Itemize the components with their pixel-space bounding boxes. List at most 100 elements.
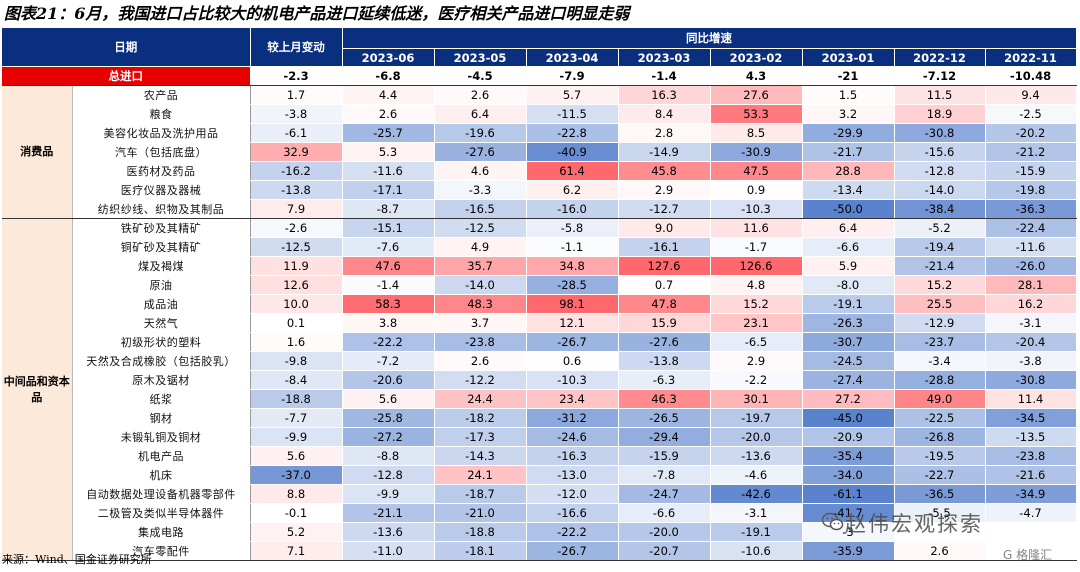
value-cell: -19.1 — [710, 522, 803, 542]
value-cell: 3.7 — [434, 313, 527, 333]
value-cell: 8.4 — [618, 104, 711, 124]
value-cell: -30.9 — [710, 142, 803, 162]
value-cell: -24.5 — [802, 351, 895, 371]
value-cell: -15.6 — [894, 142, 986, 162]
month-header: 2023-06 — [342, 48, 435, 67]
value-cell: 27.2 — [802, 389, 895, 409]
value-cell: 5.9 — [802, 256, 895, 276]
value-cell: 9.0 — [618, 218, 711, 238]
value-cell: 10.0 — [250, 294, 343, 314]
value-cell: -25.7 — [342, 123, 435, 143]
value-cell: 4.9 — [434, 237, 527, 257]
value-cell: -6.1 — [250, 123, 343, 143]
chart-title: 图表21：6月，我国进口占比较大的机电产品进口延续低迷，医疗相关产品进口明显走弱 — [4, 4, 630, 23]
value-cell: -11.6 — [985, 237, 1077, 257]
value-cell: -26.8 — [894, 427, 986, 447]
value-cell: 46.3 — [618, 389, 711, 409]
table-row: 钢材 -7.7 -25.8 -18.2 -31.2 -26.5 -19.7 -45.0 -22.… — [2, 408, 1077, 428]
value-cell: -15.1 — [342, 218, 435, 238]
value-cell: 3.2 — [802, 104, 895, 124]
value-cell: 98.1 — [526, 294, 619, 314]
value-cell: 11.6 — [710, 218, 803, 238]
row-label: 机电产品 — [72, 446, 251, 466]
value-cell: -20.4 — [985, 332, 1077, 352]
value-cell: -10.6 — [710, 541, 803, 561]
value-cell: -20.6 — [342, 370, 435, 390]
table-row: 原油 12.6 -1.4 -14.0 -28.5 0.7 4.8 -8.0 15.2 28.1 — [2, 275, 1077, 295]
value-cell: -12.7 — [618, 199, 711, 219]
row-label: 铜矿砂及其精矿 — [72, 237, 251, 257]
value-cell: 15.2 — [710, 294, 803, 314]
value-cell: -20.7 — [618, 541, 711, 561]
value-cell: -22.2 — [342, 332, 435, 352]
value-cell: -14.9 — [618, 142, 711, 162]
value-cell: 15.9 — [618, 313, 711, 333]
table-row: 铜矿砂及其精矿 -12.5 -7.6 4.9 -1.1 -16.1 -1.7 -6.6 -19.… — [2, 237, 1077, 257]
value-cell: -12.8 — [342, 465, 435, 485]
header-row-1: 日期 较上月变动 同比增速 — [2, 28, 1077, 67]
value-cell: -14.0 — [434, 275, 527, 295]
value-cell: -16.0 — [526, 199, 619, 219]
value-cell: 12.1 — [526, 313, 619, 333]
value-cell: -34.0 — [802, 465, 895, 485]
table-row: 医药材及药品 -16.2 -11.6 4.6 61.4 45.8 47.5 28.8 -12.8… — [2, 161, 1077, 181]
value-cell: -5.8 — [526, 218, 619, 238]
value-cell: -21.0 — [434, 503, 527, 523]
value-cell: -3.8 — [250, 104, 343, 124]
total-label: 总进口 — [2, 66, 251, 86]
value-cell: -40.9 — [526, 142, 619, 162]
value-cell: -18.8 — [434, 522, 527, 542]
value-cell: -0.1 — [250, 503, 343, 523]
value-cell: 2.6 — [434, 85, 527, 105]
value-cell: -1.7 — [710, 237, 803, 257]
value-cell: 127.6 — [618, 256, 711, 276]
month-header: 2023-05 — [434, 48, 527, 67]
value-cell: -26.7 — [526, 332, 619, 352]
value-cell: -8.0 — [802, 275, 895, 295]
value-cell: 2.9 — [710, 351, 803, 371]
value-cell: -12.8 — [894, 161, 986, 181]
value-cell: -26.5 — [618, 408, 711, 428]
value-cell: -19.7 — [710, 408, 803, 428]
yoy-header: 同比增速 — [342, 28, 1077, 49]
wechat-icon — [822, 512, 844, 531]
value-cell: -22.7 — [894, 465, 986, 485]
table-row: 纸浆 -18.8 5.6 24.4 23.4 46.3 30.1 27.2 49.0 11.4 — [2, 389, 1077, 409]
value-cell: 28.8 — [802, 161, 895, 181]
value-cell: -25.8 — [342, 408, 435, 428]
value-cell: -24.6 — [526, 427, 619, 447]
value-cell: -9.9 — [250, 427, 343, 447]
value-cell: 35.7 — [434, 256, 527, 276]
value-cell: 8.5 — [710, 123, 803, 143]
value-cell: -20.2 — [985, 123, 1077, 143]
value-cell: -16.2 — [250, 161, 343, 181]
value-cell: 0.9 — [710, 180, 803, 200]
value-cell: 12.6 — [250, 275, 343, 295]
value-cell: -42.6 — [710, 484, 803, 504]
value-cell: -1.1 — [526, 237, 619, 257]
value-cell: -18.2 — [434, 408, 527, 428]
row-label: 机床 — [72, 465, 251, 485]
value-cell: 5.3 — [342, 142, 435, 162]
value-cell: 1.7 — [250, 85, 343, 105]
value-cell: -45.0 — [802, 408, 895, 428]
value-cell: -26.7 — [526, 541, 619, 561]
value-cell: 47.6 — [342, 256, 435, 276]
table-body: 总进口 -2.3 -6.8 -4.5 -7.9 -1.4 4.3 -21 -7.12 -10.48… — [2, 66, 1077, 561]
value-cell: -7.6 — [342, 237, 435, 257]
value-cell: -3.1 — [985, 313, 1077, 333]
value-cell: -36.3 — [985, 199, 1077, 219]
value-cell: -34.5 — [985, 408, 1077, 428]
table-row: 中间品和资本品 铁矿砂及其精矿 -2.6 -15.1 -12.5 -5.8 9.0 11.6 6… — [2, 218, 1077, 561]
month-header: 2022-12 — [894, 48, 986, 67]
table-row: 机床 -37.0 -12.8 24.1 -13.0 -7.8 -4.6 -34.0 -22.7-… — [2, 465, 1077, 485]
data-table: 日期 较上月变动 同比增速 2023-06 2023-05 2023-04 2023-… — [2, 28, 1077, 561]
value-cell: 11.4 — [985, 389, 1077, 409]
value-cell: -16.1 — [618, 237, 711, 257]
value-cell: 3.8 — [342, 313, 435, 333]
table-row: 成品油 10.0 58.3 48.3 98.1 47.8 15.2 -19.1 25.5 16.2 — [2, 294, 1077, 314]
row-label: 天然气 — [72, 313, 251, 333]
value-cell: -2.2 — [710, 370, 803, 390]
month-header: 2023-01 — [802, 48, 895, 67]
value-cell: -41.7 — [802, 503, 895, 523]
